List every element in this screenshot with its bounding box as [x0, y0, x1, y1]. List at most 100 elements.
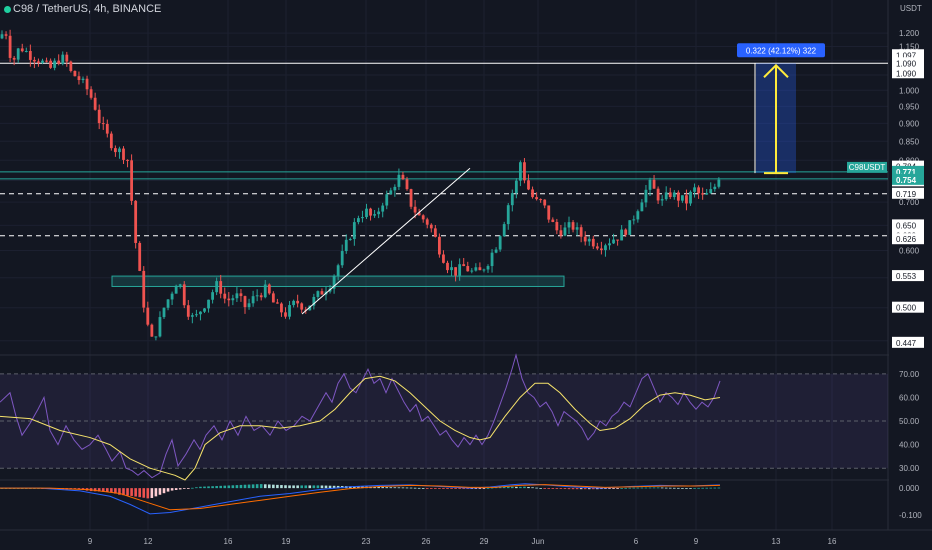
macd-histogram-bar [693, 487, 696, 489]
candle-body [312, 296, 316, 306]
macd-histogram-bar [612, 488, 615, 489]
macd-histogram-bar [640, 487, 644, 489]
candle-body [697, 187, 700, 194]
macd-histogram-bar [705, 487, 708, 489]
trendline[interactable] [301, 167, 471, 315]
candle-body [154, 336, 158, 338]
macd-histogram-bar [430, 488, 433, 489]
candle-body [263, 284, 267, 298]
macd-histogram-bar [215, 486, 218, 489]
candle-body [681, 195, 684, 201]
macd-histogram-bar [308, 485, 312, 489]
symbol-title[interactable]: C98 / TetherUS, 4h, BINANCE [4, 3, 161, 15]
macd-histogram-bar [191, 487, 194, 489]
macd-histogram-bar [421, 488, 425, 489]
candle-body [656, 188, 660, 201]
macd-histogram-bar [454, 488, 457, 489]
time-tick-label: 26 [422, 537, 431, 546]
macd-line [0, 483, 721, 515]
rsi-line [0, 353, 721, 479]
candle-body [417, 212, 421, 216]
measure-label[interactable]: 0.322 (42.12%) 322 [737, 43, 825, 58]
candle-body [28, 50, 32, 60]
rsi-tick-label: 30.00 [899, 464, 920, 473]
macd-histogram-bar [316, 485, 320, 489]
candle-body [361, 217, 364, 219]
candle-body [689, 191, 692, 204]
macd-histogram-bar [660, 487, 664, 489]
candle-body [608, 243, 611, 246]
time-tick-label: 9 [88, 537, 93, 546]
price-scale-label-box [892, 336, 924, 348]
candle-body [628, 220, 632, 235]
macd-histogram-bar [122, 488, 125, 496]
macd-histogram-bar [498, 487, 502, 489]
candle-body [490, 252, 494, 267]
candle-body [215, 281, 219, 293]
macd-histogram-bar [519, 486, 522, 489]
candle-body [114, 148, 117, 153]
macd-histogram-bar [490, 487, 494, 489]
candle-body [340, 251, 344, 266]
macd-histogram-bar [417, 487, 421, 489]
current-price-label: 0.754 [896, 176, 917, 185]
candle-body [284, 312, 287, 317]
macd-histogram-bar [502, 487, 506, 489]
candle-body [543, 199, 547, 206]
price-scale-label: 0.626 [896, 235, 917, 244]
candle-body [527, 180, 530, 190]
candle-body [53, 60, 57, 68]
candle-body [93, 97, 97, 110]
time-tick-label: 23 [362, 537, 371, 546]
macd-tick-label: -0.100 [899, 511, 922, 520]
candle-body [344, 239, 348, 252]
macd-histogram-bar [263, 484, 267, 489]
macd-histogram-bar [474, 488, 478, 489]
candle-body [69, 61, 73, 71]
candle-body [235, 293, 239, 299]
macd-histogram-bar [583, 488, 587, 490]
candle-body [239, 293, 243, 297]
candle-body [652, 179, 656, 189]
candle-body [717, 179, 721, 187]
candle-body [446, 262, 449, 271]
macd-histogram-bar [106, 488, 109, 492]
macd-histogram-bar [442, 488, 445, 489]
candle-body [223, 293, 227, 299]
rsi-tick-label: 70.00 [899, 370, 920, 379]
candle-body [547, 205, 551, 220]
macd-signal-line [0, 484, 721, 511]
candle-body [539, 199, 543, 201]
macd-histogram-bar [312, 485, 316, 489]
candle-body [73, 70, 77, 77]
time-tick-label: 16 [224, 537, 233, 546]
time-tick-label: 6 [634, 537, 639, 546]
macd-histogram-bar [486, 487, 490, 489]
price-scale-label: 0.719 [896, 190, 917, 199]
candle-body [433, 228, 437, 237]
candle-body [37, 61, 40, 63]
time-tick-label: 19 [282, 537, 291, 546]
macd-histogram-bar [506, 486, 510, 489]
macd-histogram-bar [255, 484, 259, 489]
candle-body [203, 308, 206, 312]
candle-body [219, 281, 223, 294]
macd-histogram-bar [608, 488, 611, 489]
candle-body [227, 298, 231, 301]
macd-histogram-bar [413, 487, 417, 489]
time-tick-label: 29 [480, 537, 489, 546]
macd-histogram-bar [587, 488, 591, 490]
candle-body [531, 189, 534, 198]
candle-body [664, 192, 668, 200]
measure-label-box [737, 43, 825, 58]
rsi-ma-line [0, 375, 721, 481]
candle-body [701, 193, 705, 195]
macd-histogram-bar [701, 487, 704, 489]
candle-body [425, 219, 429, 225]
time-tick-label: 16 [828, 537, 837, 546]
candle-body [12, 57, 16, 60]
current-price-label-box [892, 173, 924, 185]
macd-histogram-bar [93, 488, 97, 492]
candle-body [348, 239, 352, 241]
